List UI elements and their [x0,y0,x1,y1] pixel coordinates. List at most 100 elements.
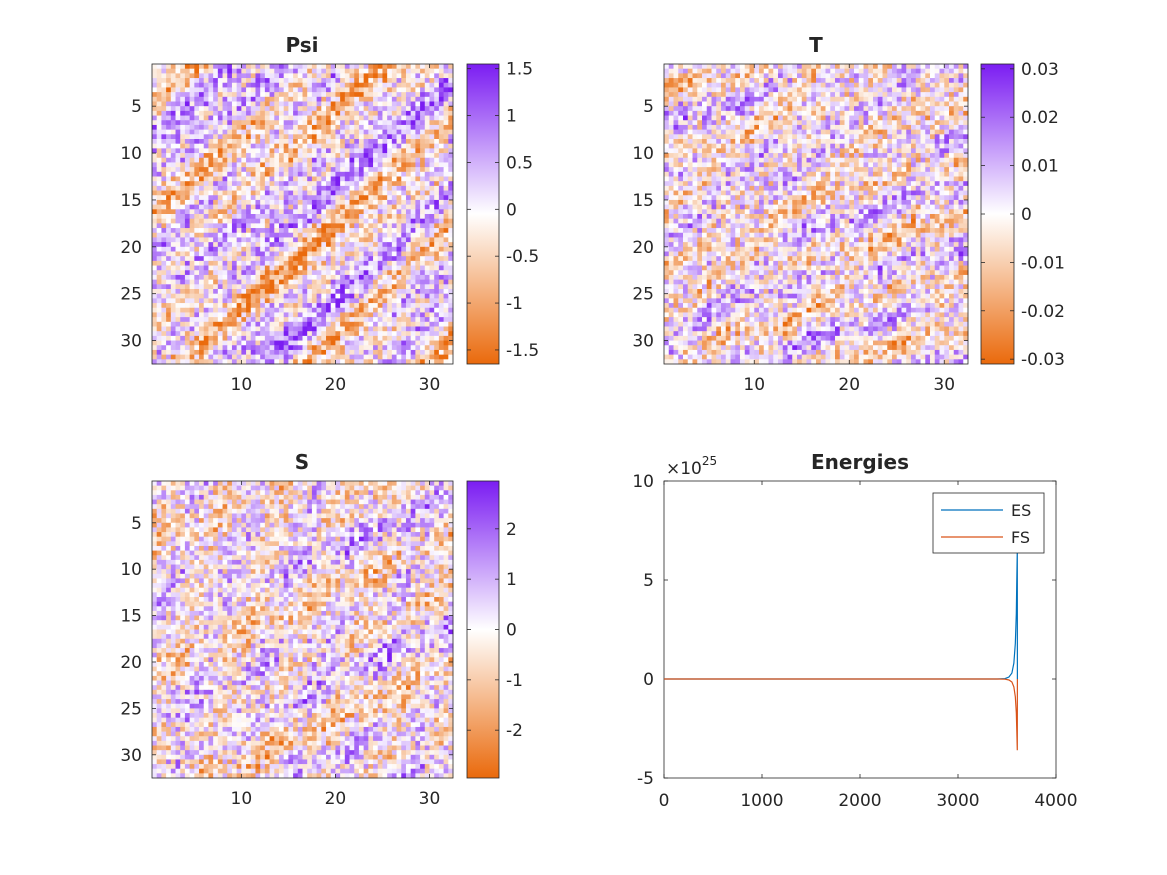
heatmap-cell [180,270,186,276]
heatmap-cell [217,96,223,102]
heatmap-cell [363,139,369,145]
heatmap-cell [152,124,158,131]
heatmap-cell [377,331,383,337]
heatmap-cell [429,96,435,102]
heatmap-cell [830,96,836,102]
heatmap-cell [274,326,280,332]
heatmap-cell [811,96,817,102]
heatmap-cell [222,68,228,74]
heatmap-cell [358,218,365,224]
heatmap-cell [344,167,350,173]
heatmap-cell [175,321,181,327]
heatmap-cell [255,270,261,276]
heatmap-cell [326,359,332,365]
heatmap-cell [844,101,850,107]
heatmap-cell [208,256,214,262]
heatmap-cell [321,303,327,309]
heatmap-cell [683,68,689,74]
heatmap-cell [377,335,383,341]
heatmap-cell [208,359,214,365]
heatmap-cell [420,209,426,215]
heatmap-cell [231,298,238,304]
heatmap-cell [911,110,917,116]
heatmap-cell [311,260,318,266]
heatmap-cell [307,312,313,318]
heatmap-cell [424,265,430,271]
heatmap-cell [236,359,242,365]
heatmap-cell [208,228,214,234]
heatmap-cell [236,265,242,271]
heatmap-cell [801,82,807,88]
heatmap-cell [811,78,817,84]
heatmap-cell [255,106,261,112]
heatmap-cell [241,345,247,351]
heatmap-cell [170,148,176,154]
heatmap-cell [161,115,167,121]
heatmap-cell [302,298,308,304]
heatmap-cell [311,340,318,346]
heatmap-cell [854,101,860,107]
heatmap-cell [721,64,727,70]
heatmap-cell [231,64,238,70]
heatmap-cell [377,68,383,74]
heatmap-cell [391,298,397,304]
heatmap-cell [283,317,289,323]
heatmap-cell [166,326,172,332]
heatmap-cell [335,124,341,131]
heatmap-cell [434,321,440,327]
heatmap-cell [410,326,416,332]
psi-colorbar [467,64,499,364]
heatmap-cell [250,181,256,187]
heatmap-cell [166,218,172,224]
heatmap-cell [213,181,219,187]
heatmap-cell [227,106,233,112]
heatmap-cell [706,96,712,102]
heatmap-cell [311,106,318,112]
heatmap-cell [391,331,397,337]
heatmap-cell [307,214,313,220]
heatmap-cell [373,157,379,163]
heatmap-cell [363,293,369,299]
heatmap-cell [443,185,449,191]
heatmap-cell [438,345,444,351]
heatmap-cell [264,199,270,206]
heatmap-cell [288,101,294,107]
heatmap-cell [316,87,322,93]
heatmap-cell [269,129,275,135]
heatmap-cell [278,354,285,360]
heatmap-cell [382,335,388,341]
heatmap-cell [434,134,440,140]
heatmap-cell [199,204,205,210]
heatmap-cell [250,289,256,295]
heatmap-cell [448,73,454,79]
heatmap-cell [170,139,176,145]
heatmap-cell [175,199,181,206]
heatmap-cell [368,359,374,365]
heatmap-cell [161,279,167,285]
heatmap-cell [250,115,256,121]
heatmap-cell [429,87,435,93]
heatmap-cell [368,256,374,262]
heatmap-cell [321,148,327,154]
heatmap-cell [199,167,205,173]
heatmap-cell [297,326,303,332]
heatmap-cell [424,317,430,323]
heatmap-cell [354,139,360,145]
heatmap-cell [344,143,350,149]
heatmap-cell [448,195,454,201]
heatmap-cell [429,181,435,187]
heatmap-cell [213,345,219,351]
heatmap-cell [778,96,784,102]
heatmap-cell [759,115,765,121]
heatmap-cell [754,92,760,98]
heatmap-cell [302,110,308,116]
heatmap-cell [387,120,393,126]
heatmap-cell [958,87,964,93]
heatmap-cell [208,134,214,140]
heatmap-cell [410,256,416,262]
heatmap-cell [161,143,167,149]
heatmap-cell [816,87,822,93]
heatmap-cell [274,120,280,126]
heatmap-cell [424,73,430,79]
heatmap-cell [194,190,200,196]
